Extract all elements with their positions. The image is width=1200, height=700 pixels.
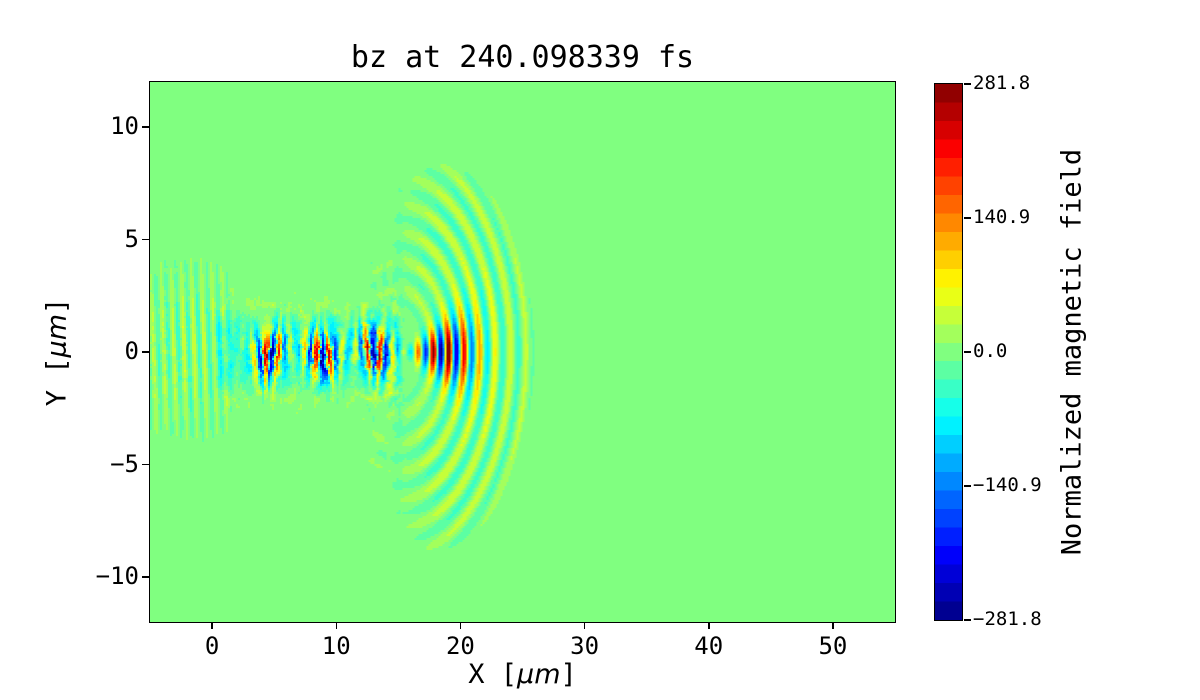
y-tick-mark — [142, 126, 150, 128]
colorbar-tick-mark — [963, 351, 971, 353]
colorbar-tick-mark — [963, 83, 971, 85]
y-tick-label: 5 — [124, 224, 139, 253]
x-axis-label-prefix: X [ — [468, 659, 518, 690]
x-tick-label: 20 — [445, 632, 475, 660]
x-tick-label: 50 — [818, 632, 848, 660]
x-tick-label: 0 — [204, 632, 220, 660]
x-tick-mark — [583, 622, 586, 629]
y-tick-mark — [142, 576, 150, 578]
x-tick-label: 10 — [321, 632, 351, 660]
x-tick-mark — [459, 622, 462, 629]
y-tick-label: 10 — [110, 112, 139, 140]
y-tick-label: −10 — [95, 562, 139, 590]
x-tick-label: 30 — [570, 632, 600, 660]
x-axis-label: X [μm] — [150, 659, 895, 690]
heatmap-canvas — [149, 81, 895, 622]
colorbar-tick-mark — [963, 619, 971, 621]
colorbar-tick-label: −140.9 — [973, 474, 1042, 496]
x-tick-mark — [211, 622, 213, 629]
colorbar-canvas — [934, 83, 962, 620]
y-tick-mark — [142, 463, 150, 466]
colorbar-tick-label: −281.8 — [973, 608, 1042, 630]
colorbar-tick-mark — [963, 485, 971, 487]
colorbar — [933, 82, 963, 621]
x-tick-mark — [832, 622, 834, 629]
y-axis-label-suffix: ] — [41, 297, 73, 314]
colorbar-tick-label: 140.9 — [973, 206, 1031, 228]
x-axis-label-suffix: ] — [560, 659, 577, 690]
colorbar-tick-mark — [963, 217, 971, 219]
y-tick-mark — [142, 351, 150, 353]
x-tick-mark — [708, 622, 710, 629]
x-tick-mark — [335, 622, 337, 629]
y-tick-label: −5 — [110, 449, 139, 478]
colorbar-tick-label: 281.8 — [973, 72, 1031, 94]
plot-title: bz at 240.098339 fs — [350, 40, 695, 75]
y-tick-mark — [142, 238, 150, 241]
colorbar-label: Normalized magnetic field — [1056, 148, 1088, 556]
x-tick-label: 40 — [694, 632, 724, 660]
x-axis-unit: μm — [517, 659, 561, 690]
plot-area — [148, 80, 896, 623]
y-tick-label: 0 — [124, 337, 139, 365]
colorbar-tick-label: 0.0 — [973, 340, 1008, 362]
